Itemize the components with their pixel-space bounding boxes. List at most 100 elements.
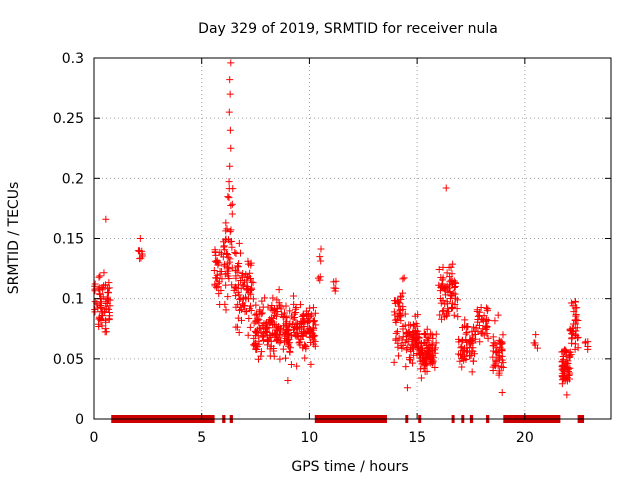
data-point bbox=[235, 306, 243, 314]
data-point bbox=[269, 294, 277, 302]
data-point bbox=[482, 317, 490, 325]
data-point bbox=[252, 301, 260, 309]
data-point bbox=[268, 301, 276, 309]
data-point bbox=[227, 202, 235, 210]
data-point bbox=[453, 296, 461, 304]
data-point bbox=[252, 310, 260, 318]
data-point bbox=[258, 297, 266, 305]
x-tick-label: 0 bbox=[90, 430, 99, 446]
data-point bbox=[413, 330, 421, 338]
data-point bbox=[225, 194, 233, 202]
data-point bbox=[450, 311, 458, 319]
data-point bbox=[569, 327, 577, 335]
data-point bbox=[226, 76, 234, 84]
data-point bbox=[228, 200, 236, 208]
data-point bbox=[420, 347, 428, 355]
data-point bbox=[446, 278, 454, 286]
data-point bbox=[428, 331, 436, 339]
x-tick-label: 15 bbox=[408, 430, 426, 446]
data-point bbox=[317, 245, 325, 253]
data-point bbox=[449, 260, 457, 268]
data-point bbox=[213, 284, 221, 292]
data-point bbox=[409, 321, 417, 329]
data-point bbox=[228, 210, 236, 218]
data-point bbox=[496, 367, 504, 375]
data-point bbox=[134, 247, 142, 255]
data-point bbox=[231, 248, 239, 256]
data-point bbox=[440, 313, 448, 321]
data-point bbox=[307, 312, 315, 320]
data-point bbox=[390, 358, 398, 366]
data-point bbox=[225, 265, 233, 273]
data-point bbox=[431, 346, 439, 354]
data-point bbox=[96, 291, 104, 299]
data-point bbox=[136, 235, 144, 242]
data-point bbox=[106, 296, 114, 304]
data-point bbox=[443, 269, 451, 277]
data-point bbox=[443, 298, 451, 306]
data-point bbox=[394, 343, 402, 351]
plot-frame bbox=[93, 57, 612, 420]
data-point bbox=[303, 310, 311, 318]
data-point bbox=[398, 344, 406, 352]
data-point bbox=[469, 357, 477, 365]
data-point bbox=[292, 332, 300, 340]
data-point bbox=[222, 227, 230, 235]
data-point bbox=[216, 268, 224, 276]
data-point bbox=[215, 290, 223, 298]
data-point bbox=[285, 326, 293, 334]
data-point bbox=[224, 250, 232, 258]
data-point bbox=[284, 330, 292, 338]
data-point bbox=[484, 305, 492, 313]
data-point bbox=[395, 352, 403, 360]
data-point bbox=[473, 306, 481, 314]
data-point bbox=[224, 293, 232, 301]
data-point bbox=[571, 340, 579, 348]
data-point bbox=[311, 309, 319, 317]
data-point bbox=[240, 281, 248, 289]
data-point bbox=[221, 300, 229, 308]
data-point bbox=[227, 59, 235, 67]
data-point bbox=[399, 289, 407, 297]
data-point bbox=[429, 342, 437, 350]
data-point bbox=[228, 237, 236, 245]
data-point bbox=[409, 333, 417, 341]
data-point bbox=[282, 334, 290, 342]
data-point bbox=[558, 380, 566, 388]
data-point bbox=[436, 287, 444, 295]
data-point bbox=[423, 325, 431, 333]
axis-ticks: 0 0.05 0.1 0.15 0.2 0.25 0.3 0 5 10 15 20 bbox=[53, 51, 611, 446]
data-point bbox=[301, 354, 309, 362]
data-point bbox=[210, 266, 218, 274]
data-point bbox=[98, 322, 106, 330]
data-point bbox=[226, 255, 234, 263]
data-point bbox=[293, 362, 301, 370]
x-tick-label: 5 bbox=[197, 430, 206, 446]
data-point bbox=[249, 295, 257, 303]
data-point bbox=[401, 339, 409, 347]
data-point bbox=[218, 275, 226, 283]
data-point bbox=[253, 329, 261, 337]
data-point bbox=[446, 294, 454, 302]
data-point bbox=[231, 284, 239, 292]
x-axis-label: GPS time / hours bbox=[291, 459, 408, 475]
data-point bbox=[283, 338, 291, 346]
data-point bbox=[498, 339, 506, 347]
data-point bbox=[446, 288, 454, 296]
data-point bbox=[565, 351, 573, 359]
data-point bbox=[228, 281, 236, 289]
data-point bbox=[499, 359, 507, 367]
data-point bbox=[445, 284, 453, 292]
data-point bbox=[479, 325, 487, 333]
data-point bbox=[227, 226, 235, 234]
data-point bbox=[226, 126, 234, 134]
data-point bbox=[234, 314, 242, 322]
data-point bbox=[236, 296, 244, 304]
data-point bbox=[219, 253, 227, 261]
data-point bbox=[260, 320, 268, 328]
data-point bbox=[97, 316, 105, 324]
data-point bbox=[458, 336, 466, 344]
data-point bbox=[309, 304, 317, 312]
data-point bbox=[257, 348, 265, 356]
data-point bbox=[244, 331, 252, 339]
